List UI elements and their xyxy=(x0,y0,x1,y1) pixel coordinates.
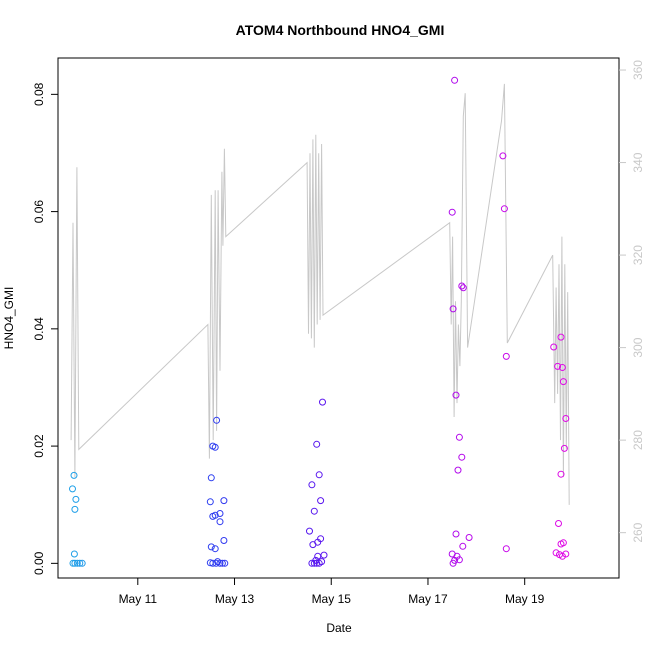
x-tick-label: May 19 xyxy=(505,592,545,606)
y-axis-label: HNO4_GMI xyxy=(2,287,16,350)
data-point xyxy=(453,552,461,560)
data-point xyxy=(310,507,318,515)
data-point xyxy=(308,481,316,489)
data-point xyxy=(314,552,322,560)
data-point xyxy=(76,559,84,567)
data-point xyxy=(452,530,460,538)
x-tick-label: May 13 xyxy=(215,592,255,606)
plot-frame xyxy=(57,57,620,579)
data-point xyxy=(207,474,215,482)
data-point xyxy=(559,378,567,386)
data-point xyxy=(500,205,508,213)
data-point xyxy=(209,559,217,567)
chart-title: ATOM4 Northbound HNO4_GMI xyxy=(236,22,445,38)
data-point xyxy=(562,550,570,558)
data-point xyxy=(315,471,323,479)
data-point xyxy=(459,284,467,292)
data-point xyxy=(216,510,224,517)
y2-tick-label: 280 xyxy=(631,430,645,450)
x-tick-label: May 17 xyxy=(408,592,448,606)
data-point xyxy=(562,415,570,422)
data-point xyxy=(499,152,507,160)
data-point xyxy=(220,537,228,544)
data-point xyxy=(455,433,463,441)
y2-tick-label: 300 xyxy=(631,337,645,357)
data-point xyxy=(313,440,321,448)
x-axis: May 11 May 13 May 15 May 17 May 19 xyxy=(119,578,545,606)
data-point xyxy=(319,398,326,406)
data-point xyxy=(451,76,459,84)
data-point xyxy=(317,535,325,543)
data-point xyxy=(555,520,562,527)
x-tick-label: May 11 xyxy=(119,592,158,606)
data-point xyxy=(220,497,228,505)
data-point xyxy=(465,534,473,541)
y2-tick-label: 360 xyxy=(631,60,645,80)
data-point xyxy=(213,416,221,424)
data-point xyxy=(70,471,78,479)
data-point xyxy=(448,208,456,216)
data-point xyxy=(502,352,510,360)
data-point xyxy=(72,495,80,503)
y-axis-right: 260 280 300 320 340 360 xyxy=(619,60,645,543)
data-point xyxy=(312,556,320,564)
altitude-trace-line xyxy=(70,83,570,505)
data-point xyxy=(550,343,558,351)
data-point xyxy=(458,282,466,290)
data-point xyxy=(449,305,457,313)
data-point xyxy=(69,485,76,493)
data-point xyxy=(559,539,567,547)
altitude-trace-layer xyxy=(70,83,570,505)
x-tick-label: May 15 xyxy=(312,592,352,606)
data-point xyxy=(214,558,222,566)
y2-tick-label: 260 xyxy=(631,522,645,542)
data-point xyxy=(560,444,568,452)
data-point xyxy=(71,505,79,513)
y2-tick-label: 320 xyxy=(631,245,645,265)
data-point xyxy=(211,511,219,519)
y-tick-label: 0.00 xyxy=(32,551,46,575)
data-point xyxy=(73,559,81,567)
data-point xyxy=(69,559,77,567)
data-point xyxy=(557,333,565,341)
data-point xyxy=(317,497,325,505)
y-tick-label: 0.06 xyxy=(32,200,46,224)
data-point xyxy=(70,550,78,558)
data-point xyxy=(313,559,321,567)
data-point xyxy=(306,527,313,535)
data-point xyxy=(216,518,224,526)
data-point xyxy=(218,559,226,567)
data-point xyxy=(458,453,466,461)
y-tick-label: 0.08 xyxy=(32,82,46,106)
data-point xyxy=(554,362,562,370)
x-axis-label: Date xyxy=(326,621,352,635)
data-point xyxy=(557,470,565,478)
data-point xyxy=(211,443,219,451)
data-point xyxy=(78,559,86,567)
data-point xyxy=(558,364,566,371)
data-point xyxy=(459,542,467,550)
data-point xyxy=(207,543,215,551)
data-point xyxy=(206,498,214,506)
data-point xyxy=(502,545,510,553)
data-point xyxy=(211,545,219,553)
data-point xyxy=(449,559,457,567)
data-points-layer xyxy=(69,76,570,567)
data-point xyxy=(320,551,328,559)
data-point xyxy=(452,391,460,399)
y-axis-left: 0.00 0.02 0.04 0.06 0.08 xyxy=(32,82,58,575)
y-tick-label: 0.02 xyxy=(32,434,46,458)
y-tick-label: 0.04 xyxy=(32,317,46,341)
data-point xyxy=(552,549,560,557)
data-point xyxy=(455,556,463,564)
data-point xyxy=(206,559,214,567)
data-point xyxy=(454,466,462,474)
y2-tick-label: 340 xyxy=(631,152,645,172)
data-point xyxy=(71,559,79,567)
data-point xyxy=(221,559,229,567)
